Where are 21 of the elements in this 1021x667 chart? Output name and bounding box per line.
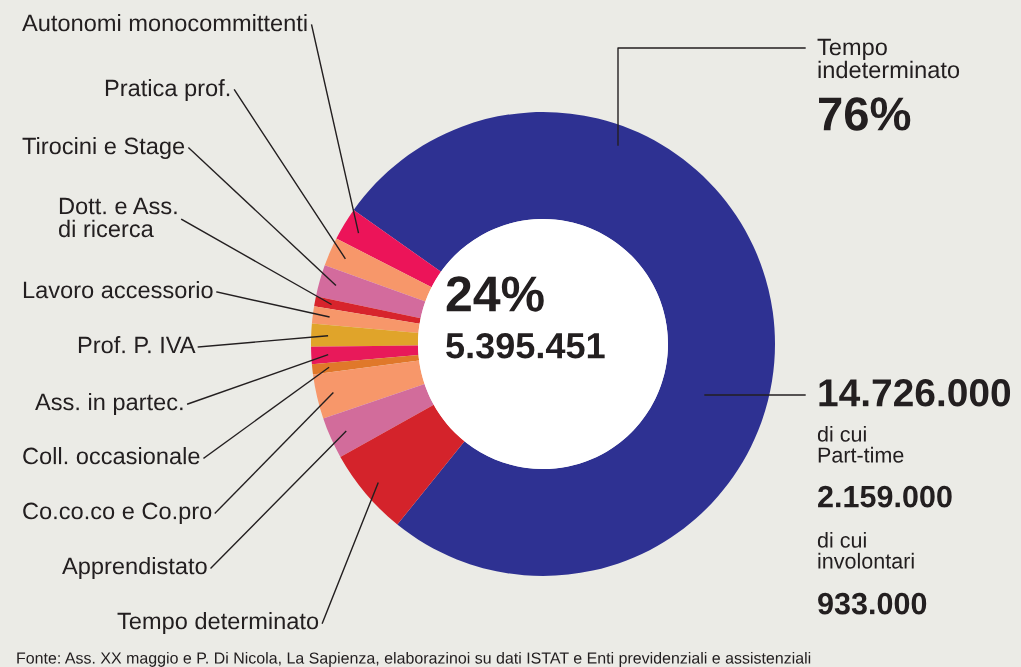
slice-label: Pratica prof.: [105, 79, 230, 102]
slice-label: Autonomi monocommittenti: [22, 14, 307, 32]
slice-label: Lavoro accessorio: [23, 281, 213, 299]
data-label: 76%: [819, 97, 911, 131]
slice-label: Ass. in partec.: [35, 393, 183, 416]
text: 14.726.000: [819, 379, 1011, 407]
text: 24%: [446, 276, 544, 312]
slice-label: Prof. P. IVA: [78, 336, 196, 354]
slice-label: Dott. e Ass. di ricerca: [58, 197, 177, 238]
slice-label: Tempo indeterminato: [817, 38, 960, 79]
slice-label: Co.co.co e Co.pro: [23, 502, 212, 525]
source-note: Fonte: Ass. XX maggio e P. Di Nicola, La Sapienza, elaborazinoi su dati ISTAT e Enti previdenziali e assistenziali: [17, 652, 811, 667]
text: di cui Part-time: [817, 426, 904, 463]
slice-label: Apprendistato: [62, 557, 207, 580]
text: 5.395.451: [446, 332, 605, 359]
slice-label: Coll. occasionale: [23, 447, 200, 465]
text: di cui involontari: [817, 532, 914, 569]
text: 933.000: [818, 592, 927, 615]
slice-label: Tempo determinato: [117, 612, 319, 635]
text: 2.159.000: [818, 485, 952, 508]
slice-label: Tirocini e Stage: [22, 137, 185, 160]
